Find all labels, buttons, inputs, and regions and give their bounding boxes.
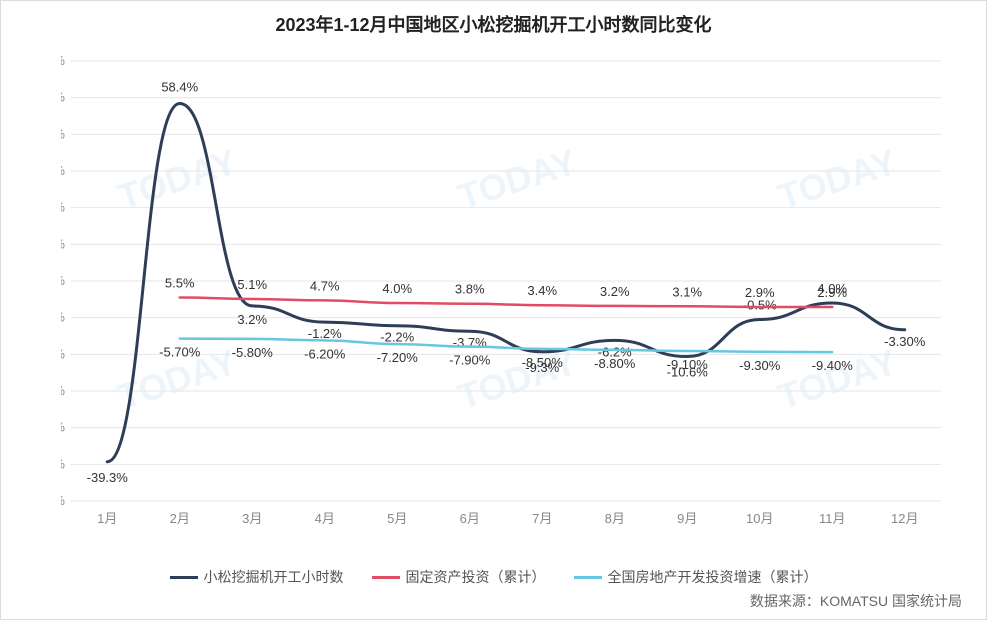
svg-text:5月: 5月 — [387, 511, 407, 526]
svg-text:-39.3%: -39.3% — [87, 470, 129, 485]
svg-text:0.0%: 0.0% — [61, 310, 65, 325]
svg-text:-10.0%: -10.0% — [61, 346, 65, 361]
svg-text:-8.50%: -8.50% — [522, 355, 564, 370]
svg-text:-6.20%: -6.20% — [304, 346, 346, 361]
svg-text:5.5%: 5.5% — [165, 276, 195, 291]
svg-text:10.0%: 10.0% — [61, 273, 65, 288]
svg-text:20.0%: 20.0% — [61, 236, 65, 251]
data-source: 数据来源：KOMATSU 国家统计局 — [750, 591, 962, 611]
legend-swatch-3 — [574, 576, 602, 579]
svg-text:-2.2%: -2.2% — [380, 330, 414, 345]
svg-text:9月: 9月 — [677, 511, 697, 526]
svg-text:TODAY: TODAY — [453, 141, 582, 218]
svg-text:4月: 4月 — [315, 511, 335, 526]
svg-text:-9.30%: -9.30% — [739, 358, 781, 373]
svg-text:-20.0%: -20.0% — [61, 383, 65, 398]
svg-text:40.0%: 40.0% — [61, 163, 65, 178]
svg-text:4.7%: 4.7% — [310, 278, 340, 293]
svg-text:-50.0%: -50.0% — [61, 493, 65, 508]
legend-item-2: 固定资产投资（累计） — [372, 567, 546, 587]
chart-svg: TODAYTODAYTODAYTODAYTODAYTODAY-50.0%-40.… — [61, 51, 961, 541]
svg-text:-9.40%: -9.40% — [812, 358, 854, 373]
svg-text:3.1%: 3.1% — [672, 284, 702, 299]
svg-text:-1.2%: -1.2% — [308, 326, 342, 341]
svg-text:-8.80%: -8.80% — [594, 356, 636, 371]
svg-text:-7.90%: -7.90% — [449, 353, 491, 368]
svg-text:11月: 11月 — [819, 511, 846, 526]
svg-text:70.0%: 70.0% — [61, 53, 65, 68]
legend-swatch-2 — [372, 576, 400, 579]
svg-text:TODAY: TODAY — [773, 141, 902, 218]
svg-text:TODAY: TODAY — [113, 141, 242, 218]
svg-text:3.2%: 3.2% — [600, 284, 630, 299]
svg-text:-5.70%: -5.70% — [159, 345, 201, 360]
legend-swatch-1 — [170, 576, 198, 579]
svg-text:7月: 7月 — [532, 511, 552, 526]
svg-text:58.4%: 58.4% — [161, 80, 198, 95]
legend-item-1: 小松挖掘机开工小时数 — [170, 567, 344, 587]
svg-text:5.1%: 5.1% — [237, 277, 267, 292]
svg-text:2.9%: 2.9% — [817, 285, 847, 300]
svg-text:30.0%: 30.0% — [61, 200, 65, 215]
legend-label-3: 全国房地产开发投资增速（累计） — [608, 567, 818, 587]
chart-area: TODAYTODAYTODAYTODAYTODAYTODAY-50.0%-40.… — [61, 51, 961, 541]
svg-text:12月: 12月 — [891, 511, 918, 526]
svg-text:3.4%: 3.4% — [527, 283, 557, 298]
svg-text:-7.20%: -7.20% — [377, 350, 419, 365]
svg-text:60.0%: 60.0% — [61, 90, 65, 105]
legend-label-2: 固定资产投资（累计） — [406, 567, 546, 587]
svg-text:2.9%: 2.9% — [745, 285, 775, 300]
legend-label-1: 小松挖掘机开工小时数 — [204, 567, 344, 587]
svg-text:3.2%: 3.2% — [237, 312, 267, 327]
legend-item-3: 全国房地产开发投资增速（累计） — [574, 567, 818, 587]
svg-text:6月: 6月 — [460, 511, 480, 526]
legend: 小松挖掘机开工小时数 固定资产投资（累计） 全国房地产开发投资增速（累计） — [1, 567, 986, 587]
svg-text:-9.10%: -9.10% — [667, 357, 709, 372]
svg-text:50.0%: 50.0% — [61, 126, 65, 141]
svg-text:4.0%: 4.0% — [382, 281, 412, 296]
svg-text:-40.0%: -40.0% — [61, 456, 65, 471]
svg-text:-5.80%: -5.80% — [232, 345, 274, 360]
svg-text:-30.0%: -30.0% — [61, 420, 65, 435]
svg-text:-3.30%: -3.30% — [884, 334, 926, 349]
svg-text:2月: 2月 — [170, 511, 190, 526]
svg-text:3.8%: 3.8% — [455, 282, 485, 297]
svg-text:3月: 3月 — [242, 511, 262, 526]
svg-text:8月: 8月 — [605, 511, 625, 526]
svg-text:10月: 10月 — [746, 511, 773, 526]
svg-text:1月: 1月 — [97, 511, 117, 526]
chart-title: 2023年1-12月中国地区小松挖掘机开工小时数同比变化 — [1, 1, 986, 37]
